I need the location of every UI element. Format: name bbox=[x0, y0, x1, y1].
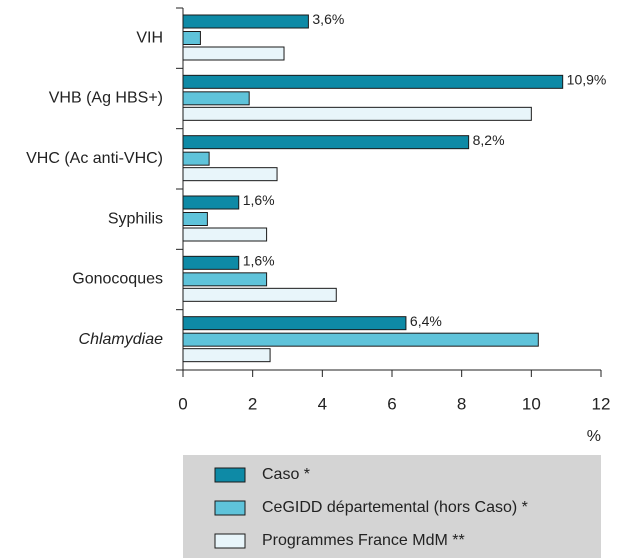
y-tick-label: Chlamydiae bbox=[79, 331, 164, 348]
legend-swatch bbox=[214, 500, 246, 516]
bar bbox=[182, 287, 337, 302]
value-label: 3,6% bbox=[312, 11, 344, 27]
bar bbox=[182, 14, 309, 29]
bar bbox=[182, 255, 240, 270]
y-tick-label: VHB (Ag HBS+) bbox=[49, 90, 163, 107]
bar bbox=[182, 91, 250, 106]
value-label: 8,2% bbox=[473, 132, 505, 148]
bar bbox=[182, 272, 268, 287]
x-tick-label: 8 bbox=[457, 394, 466, 413]
x-tick-label: 6 bbox=[387, 394, 396, 413]
bar bbox=[182, 74, 564, 89]
x-tick-label: 10 bbox=[522, 394, 541, 413]
bar bbox=[182, 227, 268, 242]
legend-swatch bbox=[214, 467, 246, 483]
y-tick-label: VHC (Ac anti-VHC) bbox=[26, 150, 163, 167]
y-tick-label: Gonocoques bbox=[72, 271, 163, 288]
legend-swatch bbox=[214, 533, 246, 549]
bar bbox=[182, 316, 407, 331]
value-label: 1,6% bbox=[243, 253, 275, 269]
x-tick-label: 2 bbox=[248, 394, 257, 413]
bar bbox=[182, 46, 285, 61]
x-tick-label: 0 bbox=[178, 394, 187, 413]
x-tick-label: 4 bbox=[318, 394, 327, 413]
bar bbox=[182, 212, 208, 226]
legend-label: Caso * bbox=[262, 466, 310, 483]
legend-box bbox=[183, 455, 601, 558]
bar bbox=[182, 135, 470, 150]
value-label: 6,4% bbox=[410, 313, 442, 329]
y-tick-label: VIH bbox=[136, 29, 163, 46]
bar bbox=[182, 151, 210, 166]
bar bbox=[182, 332, 539, 347]
bar bbox=[182, 31, 201, 45]
value-label: 1,6% bbox=[243, 192, 275, 208]
bar bbox=[182, 348, 271, 363]
x-axis-label: % bbox=[587, 428, 601, 445]
bar bbox=[182, 106, 532, 121]
x-tick-label: 12 bbox=[592, 394, 611, 413]
value-label: 10,9% bbox=[567, 72, 607, 88]
bar bbox=[182, 167, 278, 182]
bar bbox=[182, 195, 240, 210]
legend-label: Programmes France MdM ** bbox=[262, 532, 465, 549]
y-tick-label: Syphilis bbox=[108, 210, 163, 227]
legend-label: CeGIDD départemental (hors Caso) * bbox=[262, 499, 528, 516]
